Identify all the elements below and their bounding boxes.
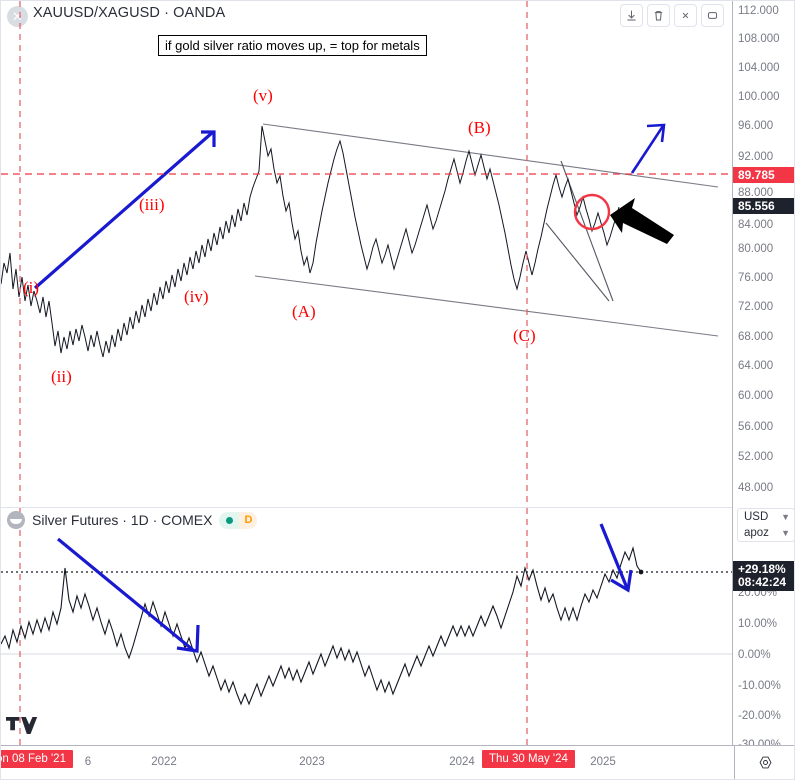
axis-tick: 88.000	[738, 187, 774, 199]
axis-tick: 60.000	[738, 390, 774, 402]
axis-tick: 72.000	[738, 301, 774, 313]
wave-label-ii: (ii)	[51, 367, 72, 386]
axis-tick-pct: 0.00%	[738, 649, 771, 661]
axis-tick: 92.000	[738, 151, 774, 163]
close-icon[interactable]	[674, 4, 697, 27]
chevron-down-icon: ▼	[781, 511, 790, 522]
axis-tick: 84.000	[738, 219, 774, 231]
sub-chart-pane[interactable]	[1, 507, 734, 746]
status-badge: D	[219, 511, 258, 529]
axis-tick: 76.000	[738, 272, 774, 284]
fullscreen-icon[interactable]	[701, 4, 724, 27]
axis-tick: 56.000	[738, 421, 774, 433]
axis-tick: 100.000	[738, 91, 780, 103]
interval-badge-letter: D	[239, 511, 258, 529]
unit-select[interactable]: apoz ▼	[738, 525, 794, 541]
axis-tick-pct: 10.00%	[738, 618, 778, 630]
time-tick: 2022	[151, 756, 177, 768]
axis-tick: 48.000	[738, 482, 774, 494]
axis-select-group[interactable]: USD ▼ apoz ▼	[737, 508, 794, 542]
countdown-timer: 08:42:24	[738, 575, 787, 589]
time-tick: 2024	[449, 756, 475, 768]
axis-tick: 64.000	[738, 360, 774, 372]
close-icon[interactable]: ✕	[7, 6, 28, 27]
blue-down-arrow-left	[56, 537, 200, 653]
wave-label-iii: (iii)	[139, 195, 165, 214]
red-circle-highlight	[573, 193, 611, 231]
silver-series-line	[1, 545, 642, 706]
tradingview-logo	[6, 717, 40, 739]
axis-tick: 112.000	[738, 5, 779, 17]
time-axis[interactable]: on 08 Feb '21 6 2022 2023 2024 Thu 30 Ma…	[1, 745, 794, 779]
blue-up-arrow-right	[630, 123, 666, 174]
chevron-down-icon: ▼	[781, 527, 790, 538]
currency-select[interactable]: USD ▼	[738, 509, 794, 525]
time-tick: 2023	[299, 756, 325, 768]
gear-icon	[759, 756, 772, 768]
wave-label-C: (C)	[513, 326, 536, 345]
axis-tick-pct: -20.00%	[738, 710, 781, 722]
price-axis[interactable]: 112.000 108.000 104.000 100.000 96.000 9…	[732, 1, 794, 751]
time-badge-right: Thu 30 May '24	[482, 750, 575, 768]
unit-select-value: apoz	[744, 527, 769, 539]
percent-change-badge: +29.18% 08:42:24	[733, 561, 794, 591]
blue-down-arrow-right	[599, 523, 633, 593]
channel-lower-line	[254, 275, 719, 337]
time-tick: 2025	[590, 756, 616, 768]
symbol-title: XAUUSD/XAGUSD · OANDA	[33, 5, 226, 21]
market-status-dot	[219, 511, 240, 529]
axis-tick: 80.000	[738, 243, 774, 255]
channel-upper-line	[262, 123, 719, 188]
axis-tick: 52.000	[738, 451, 774, 463]
last-value-dot	[638, 569, 644, 575]
currency-select-value: USD	[744, 511, 769, 523]
download-icon[interactable]	[620, 4, 643, 27]
wave-label-iv: (iv)	[184, 287, 209, 306]
sub-pane-header[interactable]: Silver Futures · 1D · COMEX D	[7, 511, 258, 529]
wave-label-B: (B)	[468, 118, 491, 137]
last-price-badge: 85.556	[733, 198, 794, 214]
mini-channel-lower	[545, 222, 610, 302]
black-pointer-arrow	[610, 198, 674, 244]
annotation-textbox: if gold silver ratio moves up, = top for…	[158, 35, 427, 56]
price-series-line	[1, 125, 620, 358]
wave-label-A: (A)	[292, 302, 316, 321]
price-level-badge: 89.785	[733, 167, 794, 183]
axis-tick: 68.000	[738, 331, 774, 343]
blue-up-arrow-wave-iii	[33, 130, 216, 290]
time-tick: 6	[84, 756, 92, 768]
axis-tick: 108.000	[738, 33, 780, 45]
axis-tick-pct: -10.00%	[738, 680, 781, 692]
chart-toolbar	[620, 4, 724, 27]
silver-futures-icon	[7, 511, 25, 529]
chart-settings-button[interactable]	[734, 745, 794, 779]
axis-tick: 96.000	[738, 120, 774, 132]
wave-label-i: (i)	[23, 278, 40, 297]
trash-icon[interactable]	[647, 4, 670, 27]
axis-tick: 104.000	[738, 62, 780, 74]
wave-label-v: (v)	[253, 86, 273, 105]
percent-change-value: +29.18%	[738, 562, 786, 576]
sub-pane-title: Silver Futures · 1D · COMEX	[32, 512, 213, 528]
time-badge-left: on 08 Feb '21	[1, 750, 73, 768]
main-chart-pane[interactable]	[1, 1, 734, 506]
